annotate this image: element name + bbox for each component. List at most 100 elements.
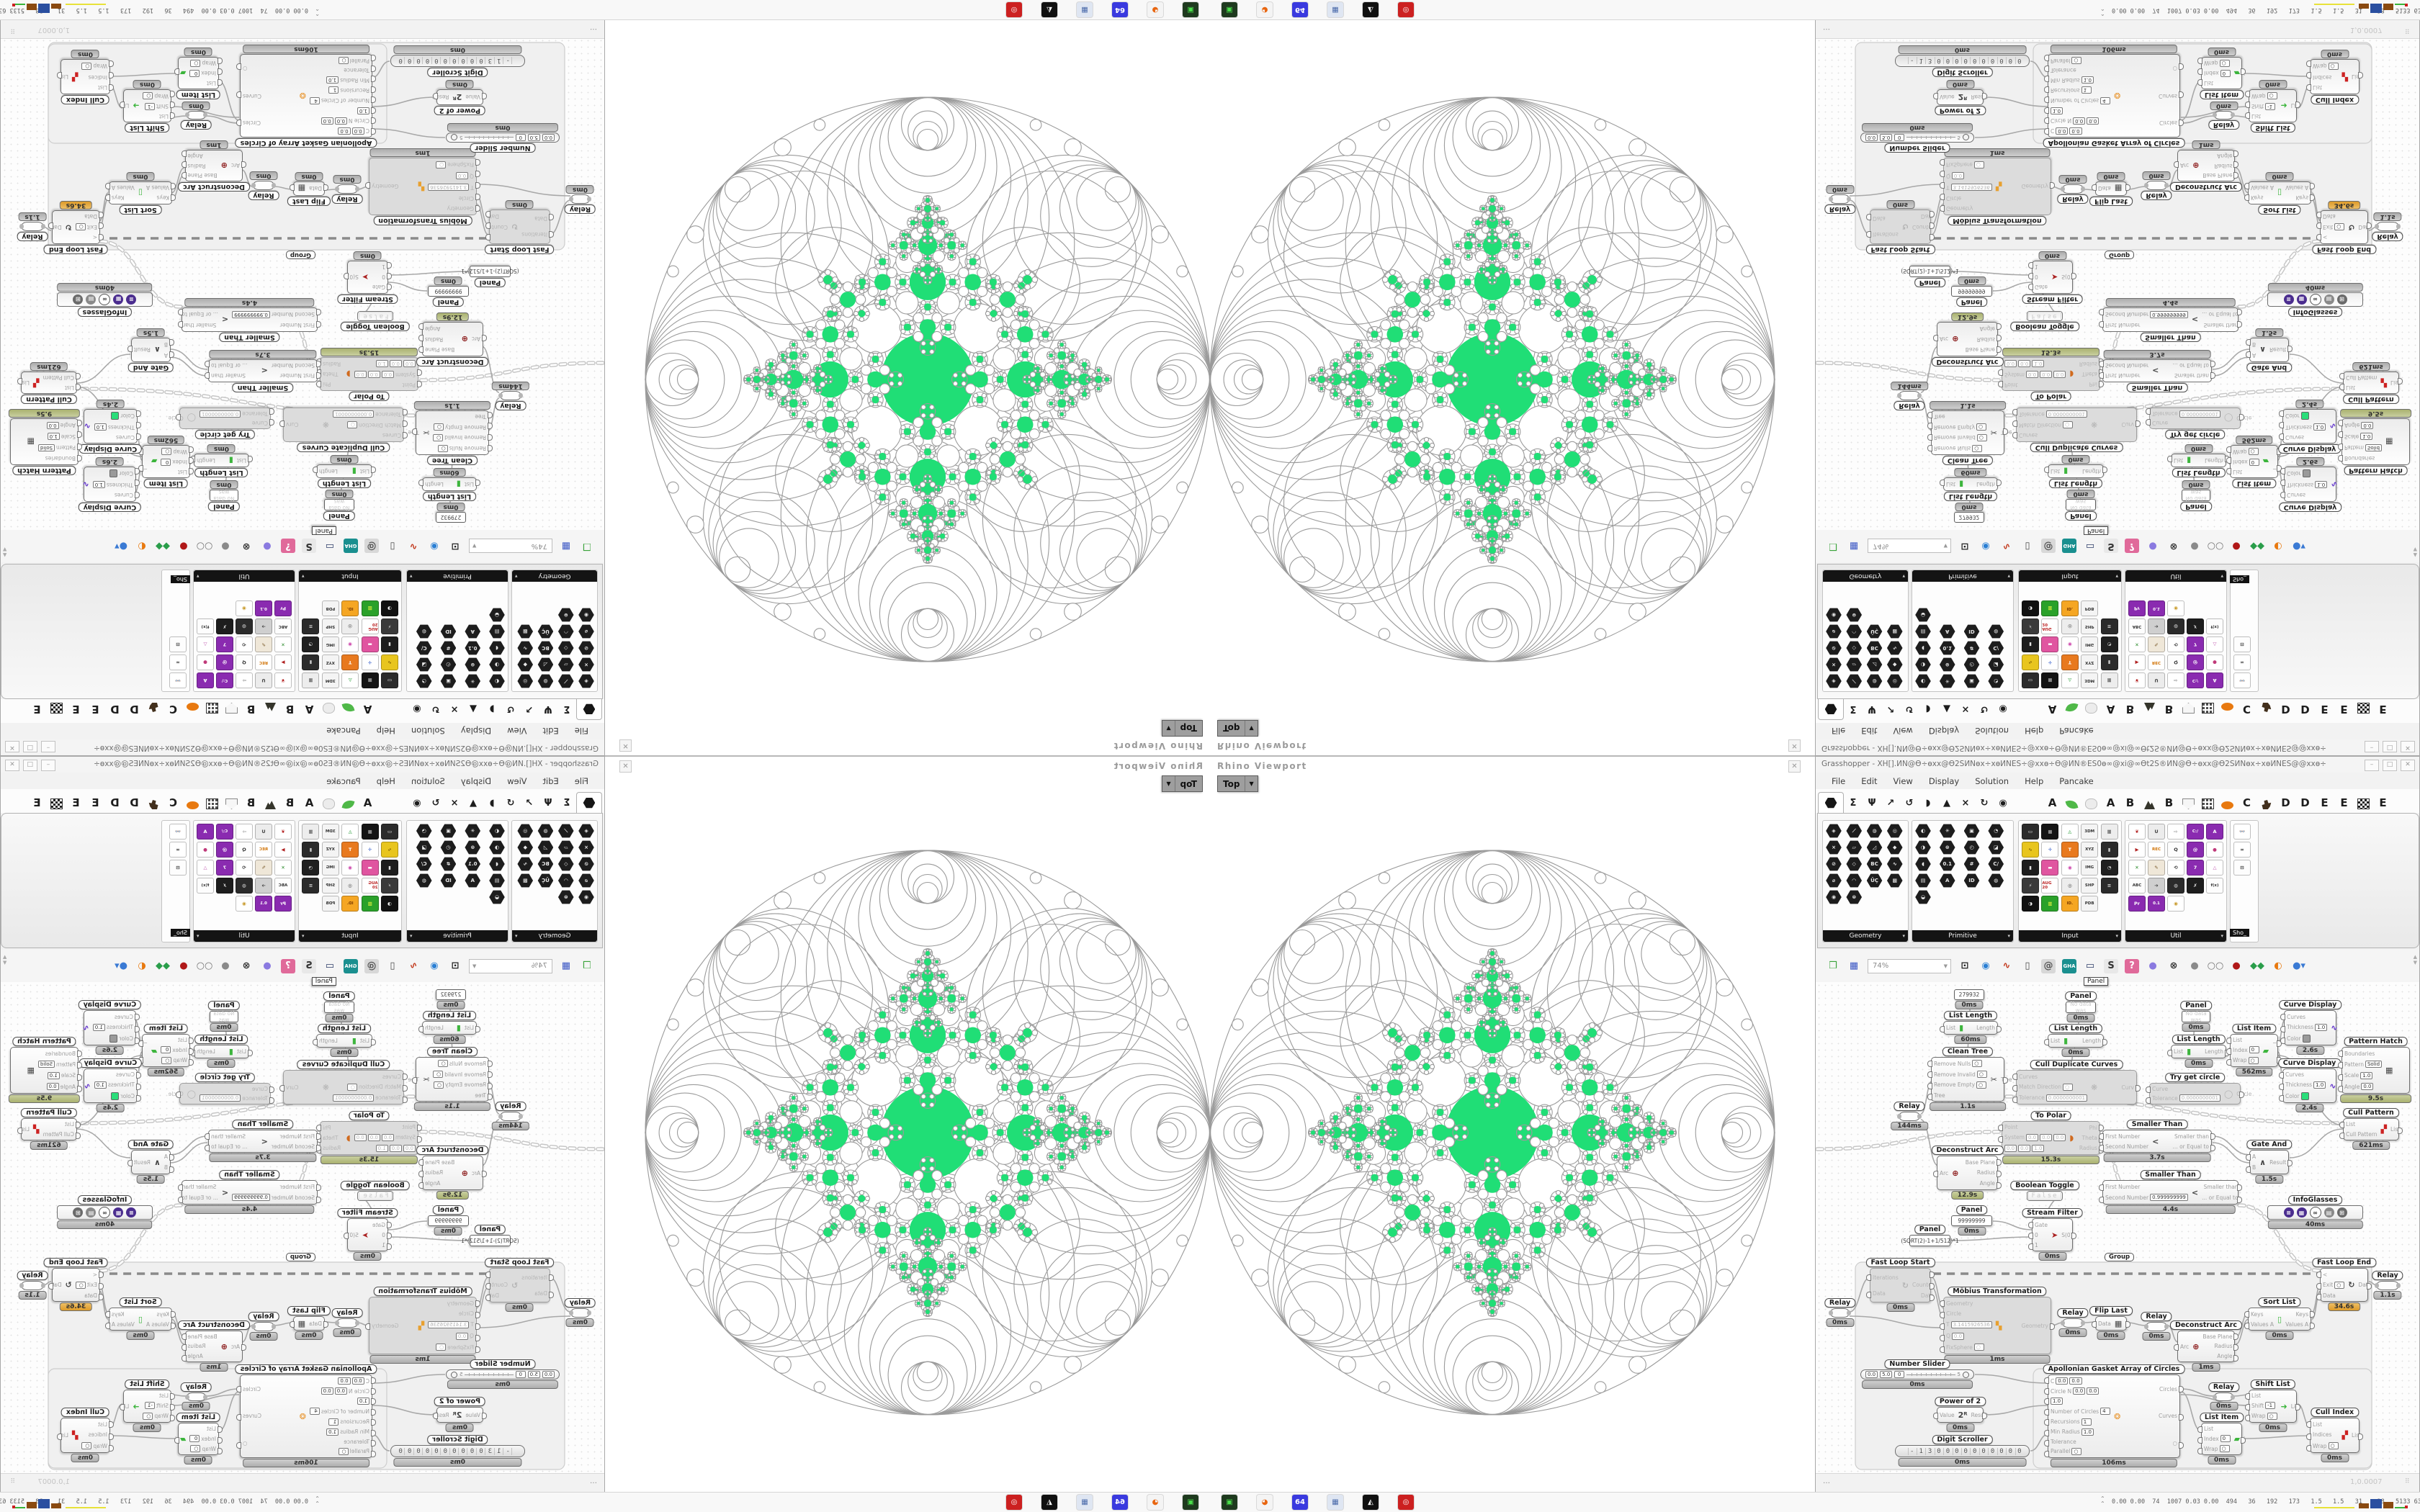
node-cull-pattern[interactable]: Cull Pattern List Cull Pattern ▞ List 621ms	[17, 1108, 81, 1150]
input-nub[interactable]	[2280, 1025, 2285, 1032]
output-nub[interactable]	[1930, 234, 1935, 240]
node-body[interactable]: Curves Thickness 1.0 Color ∿	[2284, 467, 2337, 502]
input-nub[interactable]	[1933, 93, 1938, 99]
component-icon[interactable]: 3DM	[2081, 672, 2099, 688]
menu-view[interactable]: View	[507, 775, 527, 786]
node-body[interactable]: List ▮ Length	[422, 1021, 477, 1035]
node-body[interactable]: List Indices Wrap ○ ▞ List	[59, 59, 110, 94]
output-nub[interactable]	[236, 1386, 241, 1393]
component-icon[interactable]: ●	[2206, 842, 2223, 858]
node-pattern-hatch[interactable]: Pattern Hatch Boundaries Pattern Solid Scale…	[8, 409, 82, 475]
tab-builtin-1[interactable]: Ψ	[1868, 703, 1876, 714]
apollonian-fractal-canvas[interactable]	[1210, 19, 1815, 755]
input-nub[interactable]	[77, 1062, 82, 1069]
output-nub[interactable]	[1996, 323, 2002, 330]
group-label[interactable]: Group	[285, 1253, 315, 1261]
chevron-down-icon[interactable]: ▾	[1902, 933, 1905, 939]
tab-builtin-2[interactable]: ↗	[525, 703, 534, 714]
toolbar-scroll-arrows[interactable]: ▲ ▼	[2413, 954, 2417, 966]
input-nub[interactable]	[218, 58, 223, 65]
menu-file[interactable]: File	[574, 726, 588, 737]
output-nub[interactable]	[2295, 102, 2300, 108]
component-icon[interactable]: ◍	[538, 674, 554, 688]
input-nub[interactable]	[2012, 409, 2017, 415]
input-nub[interactable]	[169, 1153, 174, 1161]
tab-plugin-mountain[interactable]	[261, 699, 280, 712]
node-cull-duplicate-curves[interactable]: Cull Duplicate Curves Curves Match Directi…	[279, 1060, 408, 1104]
node-body[interactable]: 99999999	[428, 286, 469, 297]
input-nub[interactable]	[2044, 86, 2049, 93]
output-nub[interactable]	[290, 184, 295, 191]
output-nub[interactable]	[279, 1085, 284, 1092]
component-icon[interactable]: @	[216, 842, 233, 858]
input-nub[interactable]	[2146, 419, 2151, 426]
node-body[interactable]: Gate 0 1 ➤ S(0)	[2032, 261, 2073, 294]
component-icon[interactable]: ≡	[302, 878, 320, 894]
node-deconstruct-arc[interactable]: Deconstruct Arc Arc ⊕ Base Plane Radius Angle…	[2169, 1320, 2243, 1372]
mail-icon[interactable]: @	[364, 958, 379, 973]
tab-plugin-checker[interactable]	[2354, 798, 2373, 813]
target-app-icon[interactable]: ◎	[1006, 1495, 1022, 1510]
node-body[interactable]: 279932	[1954, 512, 1984, 523]
chevron-down-icon[interactable]: ▾	[197, 933, 200, 939]
input-nub[interactable]	[2092, 1321, 2097, 1328]
minimize-icon[interactable]: –	[2365, 760, 2379, 771]
node-relay[interactable]: Relay 0ms	[564, 185, 596, 214]
package-icon[interactable]: ?	[2125, 958, 2139, 973]
input-nub[interactable]	[488, 1071, 493, 1079]
component-icon[interactable]: ⊘	[1826, 857, 1842, 871]
node-body[interactable]: C 0.0 0.0 Circle N 0.0 0.0 1.0 Number of Circle…	[2048, 54, 2180, 138]
component-icon[interactable]: ✎	[255, 636, 272, 652]
component-icon[interactable]: ⌀	[1826, 873, 1842, 888]
node-body[interactable]	[2214, 111, 2233, 120]
input-nub[interactable]	[99, 1282, 104, 1290]
output-nub[interactable]	[236, 119, 241, 126]
node-power-of-2[interactable]: Power of 2 Value 2ᴿ Result 0ms	[432, 80, 487, 115]
output-nub[interactable]	[236, 1441, 241, 1449]
component-icon[interactable]: ▮	[302, 842, 320, 858]
zoom-level-input[interactable]: 74% ▼	[1868, 539, 1951, 554]
input-nub[interactable]	[189, 468, 194, 475]
input-nub[interactable]	[417, 369, 422, 377]
component-icon[interactable]: ▶	[2128, 842, 2146, 858]
node-body[interactable]: C 0.0 0.0 Circle N 0.0 0.0 1.0 Number of Circle…	[2048, 1374, 2180, 1458]
component-icon[interactable]: ◿	[538, 840, 554, 855]
input-nub[interactable]	[488, 1082, 493, 1089]
input-nub[interactable]	[2044, 96, 2049, 104]
component-icon[interactable]: XYZ	[321, 842, 339, 858]
input-nub[interactable]	[371, 76, 376, 83]
component-icon[interactable]: IMG	[2081, 636, 2099, 652]
node-body[interactable]: No data was	[324, 1001, 354, 1014]
tab-plugin-e-14[interactable]: E	[2321, 796, 2329, 809]
output-nub[interactable]	[205, 1133, 210, 1140]
close-icon[interactable]: ✕	[5, 760, 19, 771]
tab-plugin-e-17[interactable]: E	[2379, 703, 2387, 716]
component-icon[interactable]: ■	[361, 672, 379, 688]
input-nub[interactable]	[99, 1271, 104, 1278]
component-icon[interactable]: ∞	[169, 842, 187, 858]
input-nub[interactable]	[2226, 457, 2231, 464]
component-icon[interactable]: @	[216, 654, 233, 670]
node-gate-and[interactable]: Gate And A B ∧ Result 1.5s	[2246, 328, 2293, 372]
output-nub[interactable]	[2210, 1145, 2215, 1151]
component-icon[interactable]: SHP	[2081, 618, 2099, 634]
input-nub[interactable]	[488, 445, 493, 452]
input-nub[interactable]	[2044, 467, 2049, 474]
output-nub[interactable]	[1930, 1283, 1935, 1290]
component-icon[interactable]: ▩	[517, 873, 533, 888]
node-body[interactable]: 0.0 5.0 0 5	[1860, 132, 1974, 143]
component-icon[interactable]: ◍	[416, 873, 432, 888]
input-nub[interactable]	[1940, 1346, 1945, 1353]
node-panel[interactable]: Panel No data was 0ms	[208, 1001, 240, 1032]
output-nub[interactable]	[178, 1184, 183, 1191]
output-nub[interactable]	[48, 1282, 53, 1290]
node-body[interactable]: 279932	[436, 989, 466, 1000]
node-body[interactable]: List Cull Pattern ▞ List	[2343, 372, 2400, 394]
firefox-icon[interactable]: ◕	[1147, 2, 1163, 17]
output-nub[interactable]	[433, 1413, 438, 1419]
